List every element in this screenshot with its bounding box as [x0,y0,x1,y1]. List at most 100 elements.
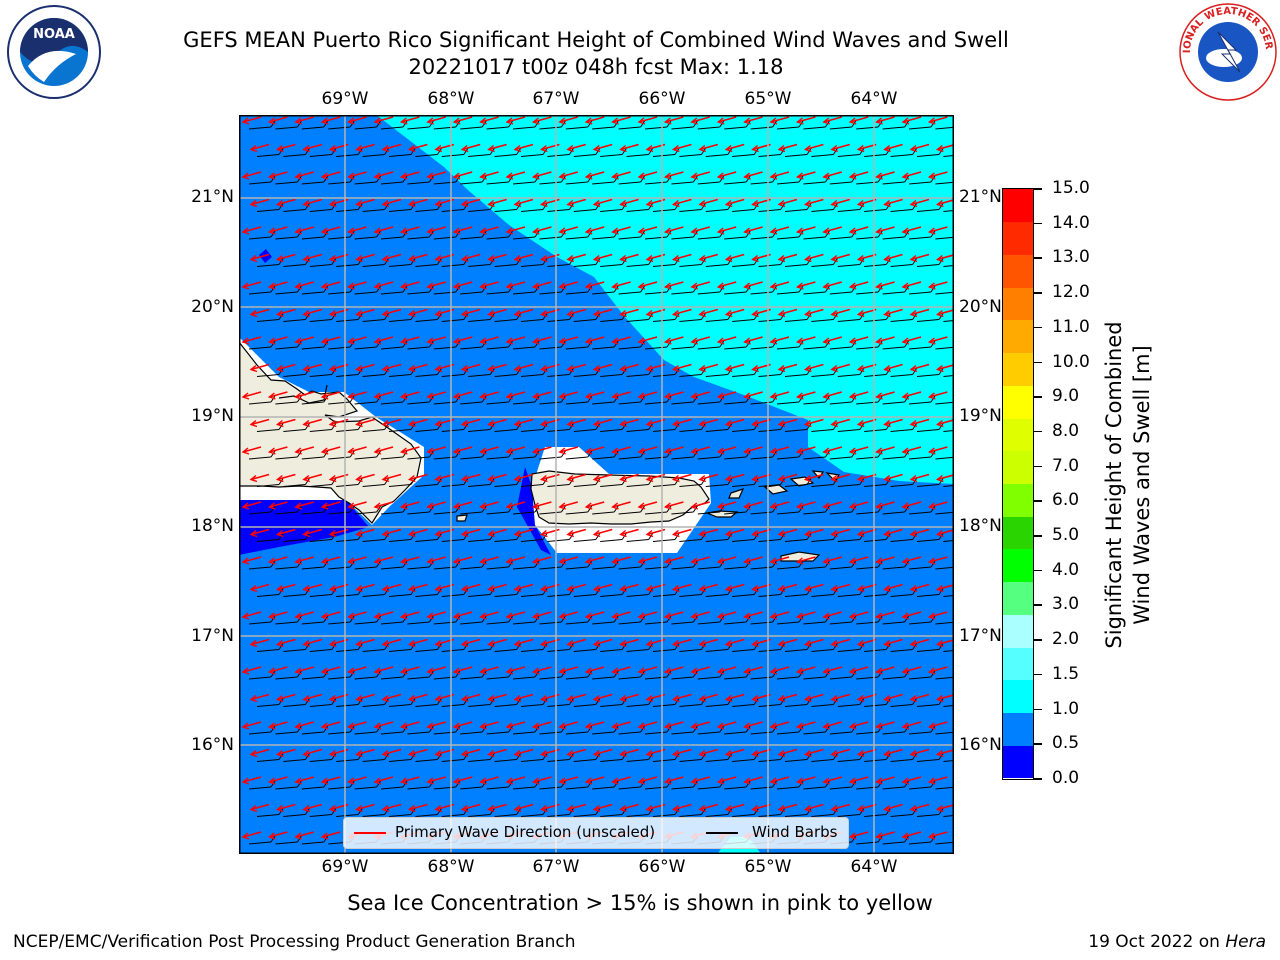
wind-barb-feather [323,835,329,843]
wave-arrow-head [883,639,891,648]
wind-barb-feather [587,505,593,513]
wave-arrow [374,721,394,728]
wave-arrow [480,336,499,343]
wind-barb-feather [542,698,548,705]
wind-barb-feather [851,725,857,733]
wave-arrow-head [803,639,812,648]
wave-arrow-head [558,777,567,785]
wave-arrow-head [901,282,910,290]
wave-arrow-head [777,584,786,593]
wind-barb [573,649,596,652]
wind-barb-feather [938,753,944,760]
wind-barb-feather [692,450,698,458]
wave-arrow-head [452,722,461,730]
wind-barb [592,731,615,735]
wind-barb [460,456,483,460]
wave-arrow [937,584,954,591]
colorbar-tick [1034,465,1042,468]
colorbar-segment [1003,418,1033,452]
wind-barb [916,374,940,377]
wave-arrow-head [698,364,707,373]
wave-arrow-head [935,804,944,813]
wave-arrow-head [558,667,567,675]
wind-barb-feather [938,148,944,155]
wind-barb-feather [719,395,725,403]
wave-arrow [744,226,763,233]
wave-arrow [744,446,763,453]
wind-barb-feather [621,148,627,155]
wind-barb [837,374,860,377]
wind-barb-feather [516,423,522,430]
wind-barb-feather [534,615,540,623]
wind-barb [697,456,720,460]
wind-barb [275,456,298,460]
wave-arrow-head [434,749,443,758]
wave-arrow-head [822,502,831,510]
wind-barb [908,841,932,845]
wind-barb [362,264,385,267]
wind-barb-feather [410,478,416,485]
wave-arrow-head [822,612,831,620]
wind-barb-feather [912,368,918,375]
wave-arrow-head [275,749,284,758]
wind-barb [441,209,464,212]
wave-arrow-head [909,639,918,648]
wind-barb-feather [436,148,442,155]
wave-arrow [691,391,711,398]
wave-arrow-head [347,667,355,675]
wave-arrow [849,666,869,673]
wind-barb-feather [753,313,759,320]
wind-barb-feather [806,203,812,210]
wave-arrow [506,776,526,783]
colorbar-tick [1034,743,1042,745]
wind-barb [539,291,562,295]
wind-barb [547,649,570,652]
wave-arrow-head [803,199,812,208]
wave-arrow-head [901,777,910,785]
wind-barb [943,265,954,267]
wave-arrow [638,556,658,563]
wind-barb-feather [402,560,408,568]
wave-arrow-head [698,804,707,813]
wind-barb-feather [912,808,918,815]
wave-arrow-head [645,584,654,593]
wave-arrow [321,171,341,178]
wind-barb [644,786,668,790]
wind-barb [732,374,755,377]
wave-arrow [506,171,526,178]
wave-arrow-head [267,392,276,400]
wind-barb [829,676,852,680]
wave-arrow [831,803,851,811]
wind-barb-feather [666,120,672,128]
wind-barb-feather [648,753,654,760]
wave-arrow [514,253,534,261]
wind-barb [433,346,456,350]
wave-arrow-head [645,144,654,153]
wind-barb [248,346,272,350]
wind-barb-feather [877,780,883,788]
wind-barb-feather [851,175,857,183]
wave-arrow-head [505,722,514,730]
wind-barb-feather [270,835,276,843]
wind-barb [732,209,755,212]
wave-arrow-head [487,309,495,318]
wave-arrow-head [320,612,329,620]
wave-arrow-head [294,832,303,840]
wave-arrow-head [267,777,276,785]
wave-arrow-head [381,419,390,428]
wave-arrow [382,308,402,316]
wind-barb [248,841,272,845]
wind-barb [441,319,464,322]
wave-arrow-head [848,227,857,235]
wind-barb-feather [859,478,865,485]
wind-barb-feather [534,395,540,403]
wave-arrow [699,638,719,646]
wave-arrow [717,116,737,123]
wind-barb [732,539,755,542]
wave-arrow-head [558,557,567,565]
wave-arrow [348,171,367,178]
wave-arrow [805,693,824,701]
wind-barb-feather [930,615,936,623]
wave-arrow-head [724,529,733,538]
wind-barb [679,759,702,762]
